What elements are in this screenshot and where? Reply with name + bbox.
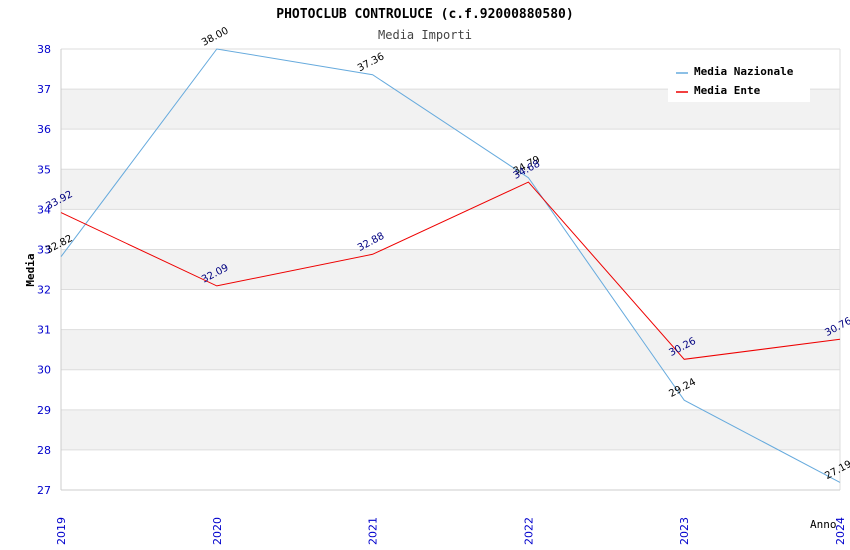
x-tick-label: 2021 (367, 517, 380, 545)
y-tick-label: 30 (37, 364, 51, 377)
x-tick-label: 2022 (522, 517, 535, 545)
chart-title: PHOTOCLUB CONTROLUCE (c.f.92000880580) (276, 7, 573, 22)
y-tick-label: 29 (37, 404, 51, 417)
chart-subtitle: Media Importi (378, 28, 472, 42)
series-lines (60, 48, 841, 483)
series-line-media-ente (60, 181, 841, 360)
legend-label-media-nazionale: Media Nazionale (694, 65, 794, 78)
data-label: 37.36 (356, 51, 386, 74)
y-tick-label: 34 (37, 203, 51, 216)
data-label: 38.00 (200, 25, 230, 48)
y-axis-label: Media (24, 253, 37, 286)
y-tick-label: 37 (37, 83, 51, 96)
y-tick-label: 28 (37, 444, 51, 457)
series-line-media-nazionale (60, 48, 841, 483)
grid-band (61, 249, 840, 290)
grid-bands (61, 89, 840, 450)
legend-box (668, 60, 810, 102)
y-tick-label: 35 (37, 163, 51, 176)
y-tick-label: 33 (37, 243, 51, 256)
data-label: 27.19 (823, 459, 850, 482)
y-tick-labels: 27 28 29 30 31 32 33 34 35 36 37 38 (37, 43, 51, 497)
x-tick-label: 2023 (678, 517, 691, 545)
x-axis-label: Anno (810, 518, 837, 531)
x-tick-label: 2020 (211, 517, 224, 545)
y-tick-label: 27 (37, 484, 51, 497)
y-tick-label: 36 (37, 123, 51, 136)
legend-label-media-ente: Media Ente (694, 84, 761, 97)
grid-band (61, 409, 840, 450)
grid-band (61, 169, 840, 210)
x-tick-labels: 2019 2020 2021 2022 2023 2024 (55, 517, 847, 545)
x-tick-label: 2019 (55, 517, 68, 545)
grid-band (61, 329, 840, 370)
y-tick-label: 38 (37, 43, 51, 56)
legend: Media Nazionale Media Ente (668, 60, 810, 102)
data-label: 29.24 (667, 377, 697, 400)
y-tick-label: 32 (37, 284, 51, 297)
y-tick-label: 31 (37, 324, 51, 337)
x-tick-label: 2024 (834, 517, 847, 545)
